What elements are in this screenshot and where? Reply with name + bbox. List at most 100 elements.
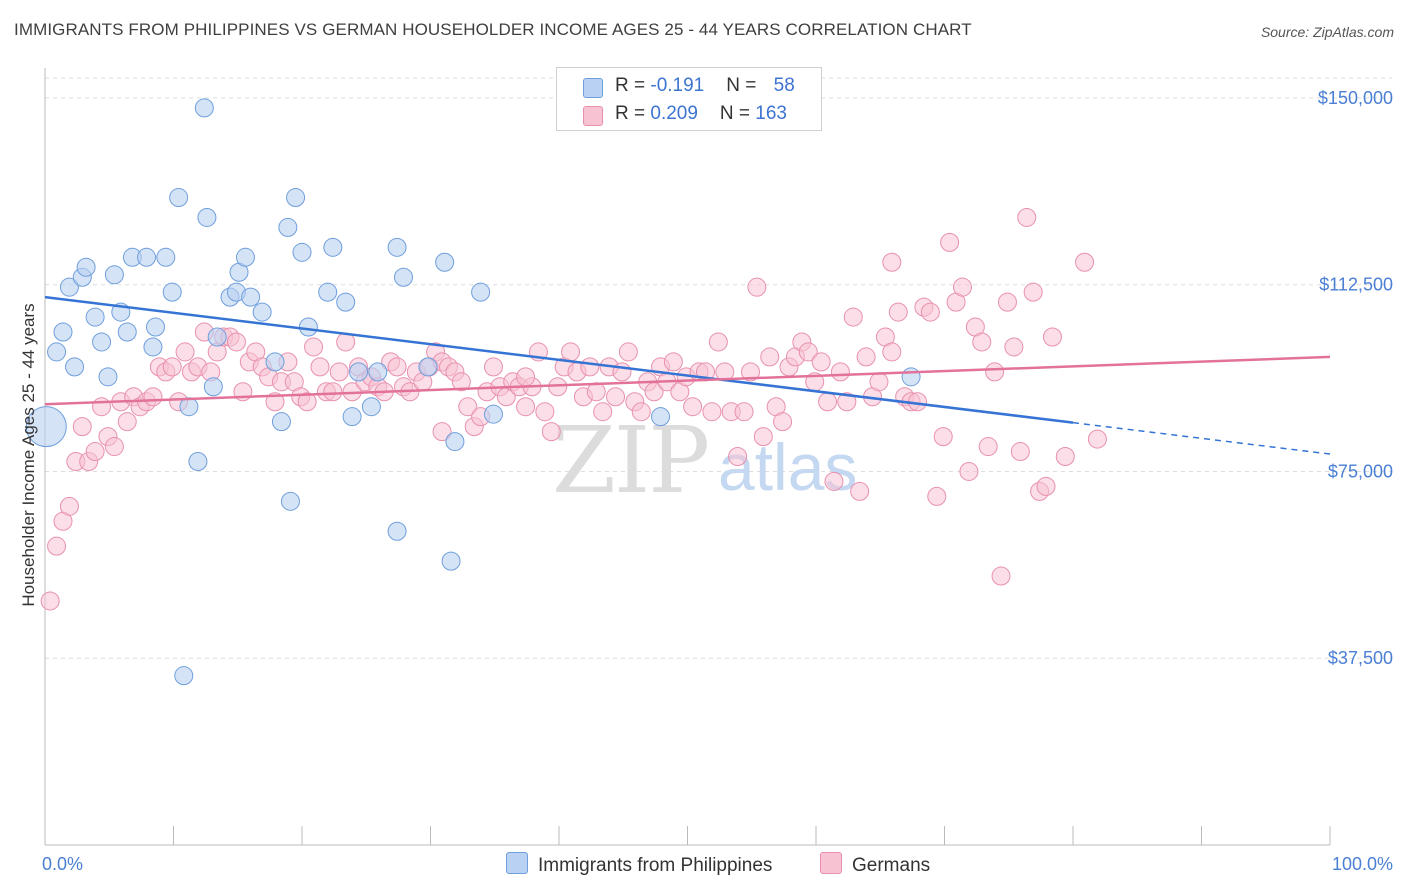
legend-row-germans: R = 0.209 N = 163 [557, 101, 821, 129]
legend-swatch-blue [583, 78, 603, 98]
philippines-point [292, 242, 312, 262]
germans-point [920, 302, 940, 322]
germans-point [593, 402, 613, 422]
germans-point [535, 402, 555, 422]
philippines-point [901, 367, 921, 387]
germans-point [586, 382, 606, 402]
germans-point [451, 372, 471, 392]
philippines-point [85, 307, 105, 327]
philippines-point [137, 247, 157, 267]
philippines-point [435, 252, 455, 272]
germans-point [940, 232, 960, 252]
philippines-point [203, 377, 223, 397]
germans-point [606, 387, 626, 407]
watermark: ZIP atlas [552, 407, 857, 514]
germans-point [47, 536, 67, 556]
philippines-point [418, 357, 438, 377]
philippines-point [361, 397, 381, 417]
philippines-point [280, 491, 300, 511]
philippines-point [174, 666, 194, 686]
germans-point [104, 437, 124, 457]
watermark-zip: ZIP [552, 407, 708, 514]
philippines-point [207, 327, 227, 347]
philippines-point [235, 247, 255, 267]
germans-point [297, 392, 317, 412]
germans-point [888, 302, 908, 322]
germans-point [798, 342, 818, 362]
germans-point [85, 442, 105, 462]
germans-point [304, 337, 324, 357]
philippines-point [156, 247, 176, 267]
germans-point [541, 422, 561, 442]
germans-point [580, 357, 600, 377]
germans-point [117, 412, 137, 432]
x-tick-label: 100.0% [1332, 854, 1393, 874]
y-axis-title: Householder Income Ages 25 - 44 years [19, 303, 38, 606]
germans-point [933, 427, 953, 447]
watermark-atlas: atlas [718, 430, 857, 504]
germans-point [92, 397, 112, 417]
y-tick-label: $75,000 [1328, 461, 1393, 481]
germans-point [972, 332, 992, 352]
philippines-point [143, 337, 163, 357]
bottom-legend-philippines: Immigrants from Philippines [506, 852, 772, 877]
philippines-point [265, 352, 285, 372]
philippines-trend-line [44, 295, 1074, 424]
legend-r-value: 0.209 [650, 103, 698, 124]
germans-point [978, 437, 998, 457]
philippines-point [47, 342, 67, 362]
philippines-point [53, 322, 73, 342]
germans-point [1055, 447, 1075, 467]
germans-point [882, 252, 902, 272]
legend-swatch-pink [583, 106, 603, 126]
germans-point [162, 357, 182, 377]
germans-point [226, 332, 246, 352]
germans-point [811, 352, 831, 372]
philippines-point [76, 257, 96, 277]
germans-point [1042, 327, 1062, 347]
germans-point [1023, 282, 1043, 302]
philippines-point [278, 217, 298, 237]
legend-n-value: 163 [755, 103, 787, 124]
germans-point [985, 362, 1005, 382]
philippines-point [65, 357, 85, 377]
philippines-point [59, 277, 79, 297]
philippines-point [117, 322, 137, 342]
philippines-point [104, 265, 124, 285]
philippines-point [298, 317, 318, 337]
philippines-point [394, 267, 414, 287]
legend-n-value: 58 [773, 75, 795, 96]
source-label: Source: ZipAtlas.com [1260, 24, 1394, 40]
y-tick-label: $112,500 [1319, 275, 1393, 295]
philippines-point [197, 207, 217, 227]
philippines-point [252, 302, 272, 322]
philippines-point [169, 188, 189, 208]
philippines-point [92, 332, 112, 352]
philippines-point [336, 292, 356, 312]
legend-row-philippines: R = -0.191 N = 58 [557, 73, 821, 101]
germans-point [728, 447, 748, 467]
y-axis-title-group: Householder Income Ages 25 - 44 years [19, 303, 38, 606]
philippines-point [286, 188, 306, 208]
germans-point [631, 402, 651, 422]
germans-point [323, 382, 343, 402]
germans-point [830, 362, 850, 382]
germans-point [773, 412, 793, 432]
germans-point [818, 392, 838, 412]
philippines-point [318, 282, 338, 302]
philippines-point [271, 412, 291, 432]
germans-point [40, 591, 60, 611]
germans-point [265, 392, 285, 412]
philippines-point [146, 317, 166, 337]
bottom-legend-swatch-blue [506, 852, 528, 874]
bottom-legend-label: Immigrants from Philippines [538, 855, 773, 876]
philippines-point [98, 367, 118, 387]
legend-n-label: N = [719, 103, 756, 124]
legend-text: R = -0.191 N = 58 [615, 75, 795, 97]
germans-trend-line [44, 355, 1331, 406]
germans-point [734, 402, 754, 422]
x-tick-label: 0.0% [42, 854, 83, 874]
trend-lines [44, 295, 1331, 455]
germans-point [1075, 252, 1095, 272]
